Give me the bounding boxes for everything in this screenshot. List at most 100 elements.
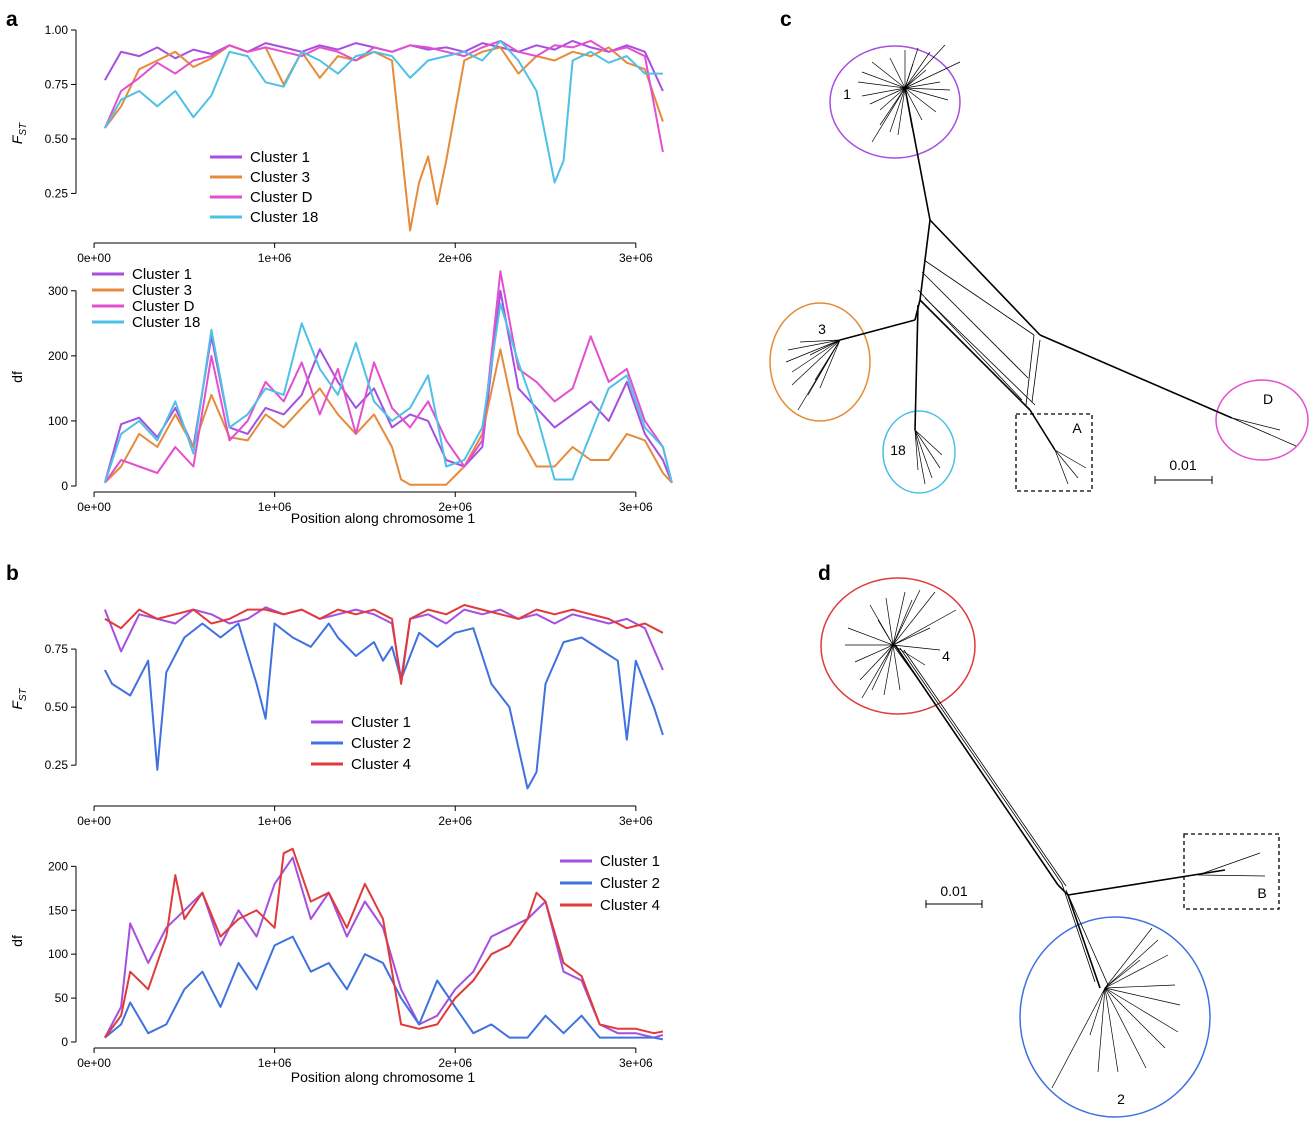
y-tick-label: 300 bbox=[48, 284, 68, 298]
legend-label: Cluster 1 bbox=[600, 853, 660, 870]
x-tick-label: 0e+00 bbox=[77, 500, 111, 514]
y-tick-label: 150 bbox=[48, 903, 68, 917]
legend-label: Cluster 3 bbox=[132, 282, 192, 299]
tree-c-cluster-18-circle bbox=[882, 410, 956, 494]
chart-b-df: 0e+00 1e+06 2e+06 3e+06 0 50 100 150 200 df Positi… bbox=[9, 847, 664, 1085]
legend: Cluster 1 Cluster 2 Cluster 4 bbox=[311, 714, 411, 773]
x-tick-label: 0e+00 bbox=[77, 251, 111, 265]
tree-c-label-3: 3 bbox=[818, 321, 826, 337]
series-line-cluster-1 bbox=[103, 606, 664, 681]
y-axis-label: FST bbox=[9, 687, 29, 709]
tree-d-label-2: 2 bbox=[1117, 1091, 1125, 1107]
tree-d-box-label: B bbox=[1257, 885, 1266, 901]
series-line-cluster-2 bbox=[104, 935, 664, 1041]
legend: Cluster 1 Cluster 3 Cluster D Cluster 18 bbox=[210, 149, 318, 226]
x-tick-label: 1e+06 bbox=[258, 500, 292, 514]
series-line-cluster-2 bbox=[104, 622, 664, 790]
axes: 0e+00 1e+06 2e+06 3e+06 0 100 200 300 df Position… bbox=[9, 284, 653, 526]
legend-label: Cluster 2 bbox=[351, 735, 411, 752]
x-tick-label: 2e+06 bbox=[438, 1056, 472, 1070]
y-axis-label: df bbox=[9, 935, 25, 947]
panel-label-b: b bbox=[6, 562, 19, 585]
legend-label: Cluster D bbox=[250, 189, 313, 206]
series-line-cluster-1 bbox=[104, 856, 664, 1039]
y-axis-label-main: F bbox=[9, 134, 25, 144]
x-tick-label: 0e+00 bbox=[77, 814, 111, 828]
y-axis-label-sub: ST bbox=[18, 122, 29, 136]
chart-b-fst: 0e+00 1e+06 2e+06 3e+06 0.25 0.50 0.75 FST Clust… bbox=[9, 604, 664, 828]
tree-d-cluster-2-leaves bbox=[1051, 927, 1181, 1089]
y-tick-label: 100 bbox=[48, 414, 68, 428]
y-tick-label: 200 bbox=[48, 859, 68, 873]
tree-d-cluster-4-circle bbox=[820, 577, 976, 715]
legend-label: Cluster 4 bbox=[600, 897, 660, 914]
tree-d-cluster-4-leaves bbox=[845, 589, 957, 699]
tree-c-backbone bbox=[839, 87, 1233, 451]
tree-c-cluster-1-leaves bbox=[857, 44, 961, 143]
x-axis-label: Position along chromosome 1 bbox=[291, 1069, 476, 1085]
tree-c-label-d: D bbox=[1263, 391, 1273, 407]
y-tick-label: 1.00 bbox=[45, 23, 69, 37]
tree-c-label-1: 1 bbox=[843, 86, 851, 102]
series-line-cluster-d bbox=[103, 39, 664, 153]
y-tick-label: 0.25 bbox=[45, 758, 69, 772]
tree-c-box-a-leaves bbox=[1054, 449, 1087, 485]
legend-label: Cluster 1 bbox=[351, 714, 411, 731]
y-tick-label: 0 bbox=[61, 1035, 68, 1049]
y-tick-label: 0.50 bbox=[45, 700, 69, 714]
y-tick-label: 0.75 bbox=[45, 77, 69, 91]
tree-c-box-label: A bbox=[1072, 420, 1082, 436]
legend-label: Cluster 4 bbox=[351, 756, 411, 773]
panel-label-c: c bbox=[780, 8, 792, 31]
tree-d-box-b bbox=[1183, 833, 1280, 910]
tree-d-scale-bar bbox=[925, 900, 983, 908]
tree-c bbox=[769, 44, 1309, 494]
series-line-cluster-4 bbox=[104, 604, 664, 685]
x-tick-label: 2e+06 bbox=[438, 251, 472, 265]
panel-label-d: d bbox=[818, 562, 831, 585]
tree-d bbox=[820, 577, 1280, 1118]
legend-label: Cluster 1 bbox=[250, 149, 310, 166]
chart-a-fst: 0e+00 1e+06 2e+06 3e+06 0.25 0.50 0.75 1.00 FST C… bbox=[9, 23, 664, 265]
chart-a-df: 0e+00 1e+06 2e+06 3e+06 0 100 200 300 df Position… bbox=[9, 266, 673, 526]
series-line-cluster-3 bbox=[104, 44, 664, 232]
y-tick-label: 100 bbox=[48, 947, 68, 961]
tree-c-cluster-18-leaves bbox=[914, 429, 943, 485]
x-tick-label: 1e+06 bbox=[258, 814, 292, 828]
tree-c-cluster-3-leaves bbox=[785, 339, 841, 411]
legend: Cluster 1 Cluster 2 Cluster 4 bbox=[560, 853, 660, 914]
series-line-cluster-d bbox=[104, 270, 673, 484]
tree-c-parallel-edges bbox=[917, 259, 1041, 406]
y-tick-label: 0.75 bbox=[45, 642, 69, 656]
y-axis-label: FST bbox=[9, 122, 29, 144]
tree-c-cluster-d-leaves bbox=[1231, 417, 1297, 447]
series-line-cluster-18 bbox=[104, 39, 663, 184]
axes: 0e+00 1e+06 2e+06 3e+06 0.25 0.50 0.75 FST bbox=[9, 642, 653, 828]
y-tick-label: 0 bbox=[61, 479, 68, 493]
x-tick-label: 1e+06 bbox=[258, 251, 292, 265]
tree-c-scale-bar bbox=[1154, 476, 1213, 484]
tree-d-cluster-2-circle bbox=[1019, 916, 1211, 1118]
y-tick-label: 0.25 bbox=[45, 186, 69, 200]
y-axis-label: df bbox=[9, 371, 25, 383]
axes: 0e+00 1e+06 2e+06 3e+06 0 50 100 150 200 df Positi… bbox=[9, 859, 653, 1085]
y-axis-label-sub: ST bbox=[18, 687, 29, 701]
panel-label-a: a bbox=[6, 8, 18, 31]
tree-c-cluster-1-circle bbox=[829, 45, 961, 159]
tree-c-cluster-d-circle bbox=[1215, 379, 1309, 461]
y-axis-label-main: F bbox=[9, 700, 25, 710]
tree-d-label-4: 4 bbox=[942, 648, 950, 664]
y-tick-label: 200 bbox=[48, 349, 68, 363]
y-tick-label: 0.50 bbox=[45, 132, 69, 146]
x-tick-label: 1e+06 bbox=[258, 1056, 292, 1070]
x-tick-label: 0e+00 bbox=[77, 1056, 111, 1070]
tree-d-backbone bbox=[894, 644, 1226, 989]
legend-label: Cluster 2 bbox=[600, 875, 660, 892]
series-line-cluster-1 bbox=[104, 39, 664, 92]
legend-label: Cluster 3 bbox=[250, 169, 310, 186]
x-tick-label: 3e+06 bbox=[619, 814, 653, 828]
legend-label: Cluster 18 bbox=[250, 209, 318, 226]
x-tick-label: 2e+06 bbox=[438, 500, 472, 514]
